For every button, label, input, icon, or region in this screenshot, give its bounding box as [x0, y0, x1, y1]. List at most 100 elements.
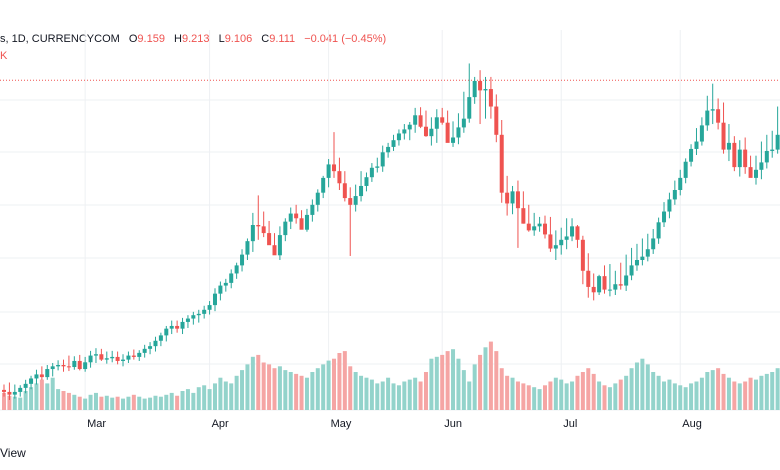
candle-body [169, 325, 174, 329]
volume-bar [618, 379, 623, 410]
candle-body [488, 89, 493, 107]
close-value: 9.111 [269, 33, 296, 45]
candle-body [451, 137, 456, 143]
volume-bar [553, 377, 558, 410]
volume-bar [499, 368, 504, 410]
candle-body [304, 214, 309, 230]
volume-bar [548, 381, 553, 410]
volume-bar [83, 398, 88, 410]
volume-bar [267, 364, 272, 410]
volume-bar [689, 383, 694, 410]
candle-body [212, 293, 217, 306]
volume-bar [467, 381, 472, 410]
candle-body [283, 221, 288, 236]
candle-body [532, 226, 537, 231]
volume-bar [407, 379, 412, 410]
volume-bar [99, 396, 104, 410]
candle-body [597, 276, 602, 293]
candle-body [607, 289, 612, 291]
volume-bar [110, 397, 115, 410]
volume-bar [451, 349, 456, 410]
candle-body [99, 354, 104, 360]
candle-body [175, 325, 180, 329]
volume-bar [710, 370, 715, 410]
volume-bars [2, 341, 780, 410]
volume-bar [164, 394, 169, 410]
volume-bar [624, 375, 629, 410]
volume-bar [348, 366, 353, 410]
volume-bar [532, 387, 537, 410]
candle-body [153, 340, 158, 347]
volume-bar [304, 377, 309, 410]
close-key: C [261, 33, 270, 45]
candle-body [526, 223, 531, 231]
candle-body [618, 284, 623, 286]
candle-body [158, 335, 163, 341]
volume-bar [580, 372, 585, 410]
candle-body [510, 191, 515, 204]
volume-bar [732, 381, 737, 410]
candle-body [624, 275, 629, 286]
volume-bar [229, 383, 234, 410]
view-label[interactable]: View [0, 446, 26, 460]
candle-body [472, 80, 477, 98]
candle-body [202, 309, 207, 314]
volume-bar [418, 381, 423, 410]
candle-body [353, 196, 358, 205]
candle-body [196, 313, 201, 316]
candle-body [12, 391, 17, 395]
volume-bar [364, 377, 369, 410]
price-chart[interactable]: Mar Apr May Jun Jul Aug [0, 0, 780, 440]
volume-bar [526, 385, 531, 410]
volume-bar [180, 391, 185, 410]
volume-bar [521, 383, 526, 410]
volume-bar [543, 385, 547, 410]
candle-body [380, 152, 385, 167]
volume-bar [743, 381, 748, 410]
volume-bar [672, 383, 677, 410]
volume-bar [77, 396, 82, 410]
volume-bar [12, 396, 17, 410]
candle-body [732, 142, 737, 168]
candle-body [429, 128, 434, 137]
candle-body [678, 177, 683, 190]
volume-bar [353, 372, 358, 410]
volume-bar [575, 375, 580, 410]
volume-bar [196, 387, 201, 410]
candle-body [753, 169, 758, 178]
high-key: H [174, 33, 182, 45]
volume-bar [429, 358, 434, 410]
volume-bar [656, 375, 661, 410]
volume-bar [283, 370, 288, 410]
candle-body [294, 213, 299, 219]
candle-body [267, 233, 272, 246]
volume-bar [591, 373, 596, 410]
volume-bar [272, 368, 277, 410]
volume-bar [240, 370, 245, 410]
candle-body [716, 109, 721, 123]
candle-body [726, 142, 731, 150]
volume-bar [705, 372, 710, 410]
volume-bar [510, 377, 515, 410]
candle-body [667, 199, 672, 212]
candle-body [23, 383, 28, 388]
volume-bar [716, 368, 721, 410]
candle-body [207, 305, 212, 310]
volume-bar [104, 395, 109, 410]
volume-bar [332, 358, 337, 410]
volume-bar [288, 372, 293, 410]
candle-body [586, 270, 591, 287]
volume-bar [202, 385, 207, 410]
candle-body [229, 273, 234, 283]
candle-body [694, 141, 699, 149]
volume-bar [667, 379, 672, 410]
volume-bar [753, 379, 758, 410]
volume-bar [721, 373, 726, 410]
candle-body [418, 115, 423, 127]
volume-bar [223, 381, 228, 410]
volume-bar [434, 356, 439, 410]
volume-bar [169, 392, 174, 410]
candle-body [104, 358, 109, 360]
volume-bar [245, 364, 250, 410]
candles [2, 63, 780, 400]
